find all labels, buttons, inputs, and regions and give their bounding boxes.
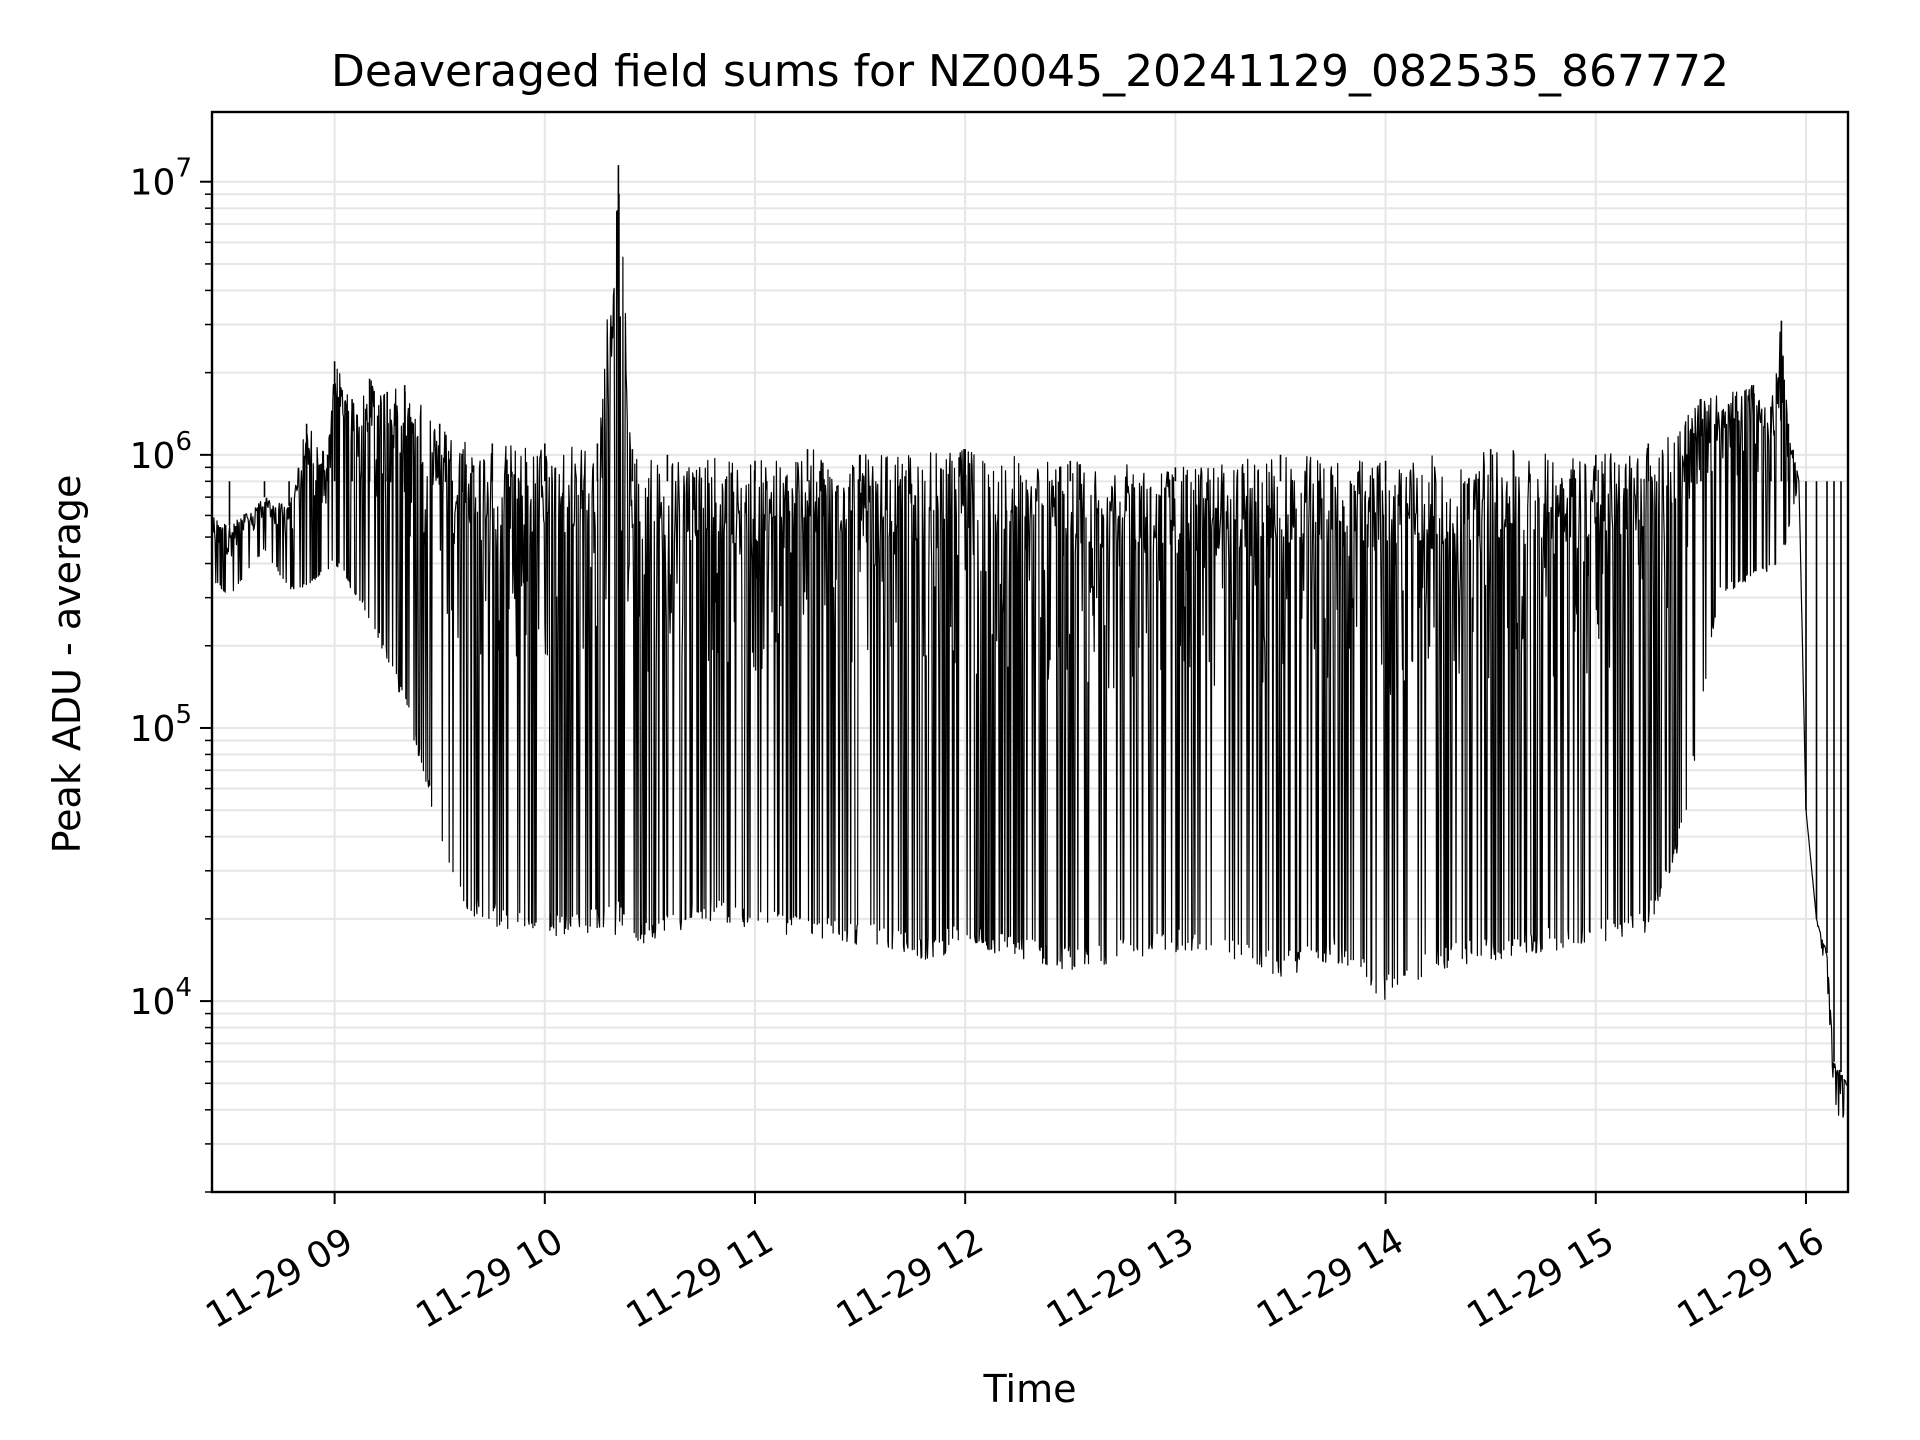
- y-tick-label-exponent: 4: [175, 973, 192, 1003]
- x-tick-label: 11-29 11: [620, 1220, 781, 1336]
- y-tick-label: 104: [130, 973, 192, 1023]
- y-tick-label: 106: [130, 427, 192, 477]
- y-tick-label-exponent: 7: [175, 154, 192, 184]
- data-line: [211, 193, 1849, 1118]
- x-tick-label: 11-29 15: [1460, 1220, 1621, 1336]
- y-tick-label-base: 10: [130, 709, 176, 750]
- plot-frame: [210, 110, 1850, 1194]
- grid: [212, 112, 1848, 1193]
- chart-title: Deaveraged field sums for NZ0045_2024112…: [331, 46, 1729, 97]
- y-tick-label-base: 10: [130, 436, 176, 477]
- x-tick-label: 11-29 10: [409, 1220, 570, 1336]
- y-tick-label-base: 10: [130, 982, 176, 1023]
- x-tick-label: 11-29 16: [1671, 1220, 1832, 1336]
- x-tick-label: 11-29 13: [1040, 1220, 1201, 1336]
- plot-series: [211, 165, 1849, 1118]
- x-axis-label: Time: [983, 1367, 1077, 1411]
- y-tick-label-exponent: 6: [175, 427, 192, 457]
- x-tick-label: 11-29 14: [1250, 1220, 1411, 1336]
- y-tick-label-exponent: 5: [175, 700, 192, 730]
- y-tick-label: 105: [130, 700, 192, 750]
- y-tick-label-base: 10: [130, 163, 176, 204]
- y-axis-label: Peak ADU - average: [45, 475, 89, 854]
- x-tick-label: 11-29 09: [199, 1220, 360, 1336]
- y-tick-label: 107: [130, 154, 192, 204]
- x-tick-label: 11-29 12: [830, 1220, 991, 1336]
